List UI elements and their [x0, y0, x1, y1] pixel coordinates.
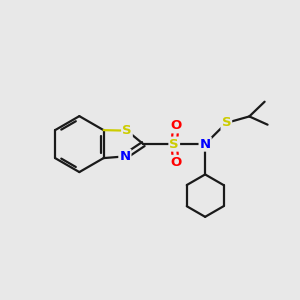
Text: N: N: [200, 138, 211, 151]
Text: O: O: [170, 156, 181, 169]
Text: N: N: [119, 150, 130, 163]
Text: S: S: [169, 138, 179, 151]
Text: O: O: [170, 119, 181, 132]
Text: S: S: [122, 124, 132, 137]
Text: S: S: [221, 116, 231, 129]
